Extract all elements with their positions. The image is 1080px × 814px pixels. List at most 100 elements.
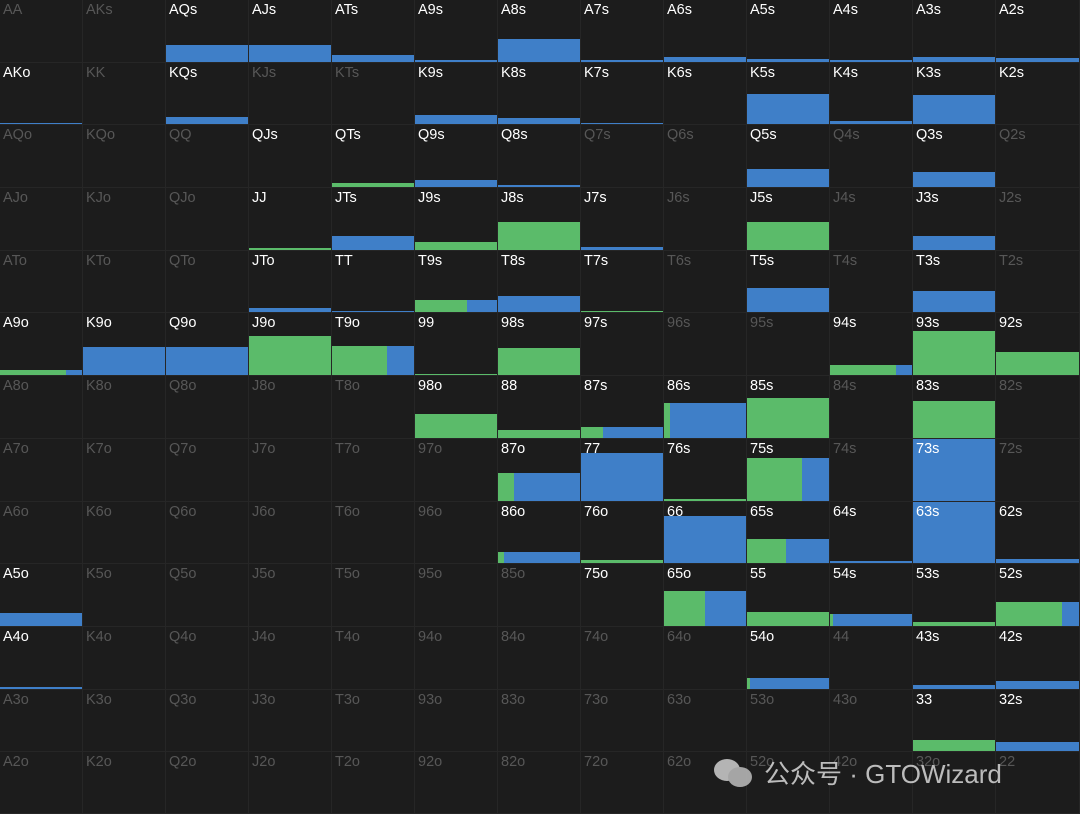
hand-cell-Q7s[interactable]: Q7s bbox=[581, 125, 664, 189]
hand-cell-82s[interactable]: 82s bbox=[996, 376, 1080, 439]
hand-cell-JTs[interactable]: JTs bbox=[332, 188, 415, 251]
hand-cell-T5s[interactable]: T5s bbox=[747, 250, 830, 314]
hand-cell-ATs[interactable]: ATs bbox=[332, 0, 415, 63]
hand-cell-A6s[interactable]: A6s bbox=[664, 0, 747, 63]
hand-cell-86o[interactable]: 86o bbox=[498, 501, 581, 565]
hand-cell-32s[interactable]: 32s bbox=[996, 689, 1080, 753]
hand-cell-53o[interactable]: 53o bbox=[747, 689, 830, 753]
hand-cell-K3s[interactable]: K3s bbox=[913, 62, 996, 126]
hand-cell-A2o[interactable]: A2o bbox=[0, 752, 83, 814]
hand-cell-Q8o[interactable]: Q8o bbox=[166, 376, 249, 439]
hand-cell-86s[interactable]: 86s bbox=[664, 376, 747, 439]
hand-cell-T7o[interactable]: T7o bbox=[332, 438, 415, 502]
hand-cell-62s[interactable]: 62s bbox=[996, 501, 1080, 565]
hand-cell-J7o[interactable]: J7o bbox=[249, 438, 332, 502]
hand-cell-73o[interactable]: 73o bbox=[581, 689, 664, 753]
hand-cell-A5o[interactable]: A5o bbox=[0, 564, 83, 627]
hand-cell-83o[interactable]: 83o bbox=[498, 689, 581, 753]
hand-cell-K9o[interactable]: K9o bbox=[83, 313, 166, 377]
hand-cell-J7s[interactable]: J7s bbox=[581, 188, 664, 251]
hand-cell-33[interactable]: 33 bbox=[913, 689, 996, 753]
hand-cell-T9s[interactable]: T9s bbox=[415, 250, 498, 314]
hand-cell-T3o[interactable]: T3o bbox=[332, 689, 415, 753]
hand-cell-KJo[interactable]: KJo bbox=[83, 188, 166, 251]
hand-cell-K4o[interactable]: K4o bbox=[83, 626, 166, 690]
hand-cell-32o[interactable]: 32o bbox=[913, 752, 996, 814]
hand-cell-Q6o[interactable]: Q6o bbox=[166, 501, 249, 565]
hand-cell-98s[interactable]: 98s bbox=[498, 313, 581, 377]
hand-cell-AQs[interactable]: AQs bbox=[166, 0, 249, 63]
hand-cell-KK[interactable]: KK bbox=[83, 62, 166, 126]
hand-cell-A7o[interactable]: A7o bbox=[0, 438, 83, 502]
hand-cell-KQs[interactable]: KQs bbox=[166, 62, 249, 126]
hand-cell-T2o[interactable]: T2o bbox=[332, 752, 415, 814]
hand-cell-Q4s[interactable]: Q4s bbox=[830, 125, 913, 189]
hand-cell-K7s[interactable]: K7s bbox=[581, 62, 664, 126]
hand-cell-J3o[interactable]: J3o bbox=[249, 689, 332, 753]
hand-cell-64s[interactable]: 64s bbox=[830, 501, 913, 565]
hand-cell-J9s[interactable]: J9s bbox=[415, 188, 498, 251]
hand-cell-63o[interactable]: 63o bbox=[664, 689, 747, 753]
hand-cell-AJs[interactable]: AJs bbox=[249, 0, 332, 63]
hand-cell-53s[interactable]: 53s bbox=[913, 564, 996, 627]
hand-cell-JTo[interactable]: JTo bbox=[249, 250, 332, 314]
hand-cell-K6s[interactable]: K6s bbox=[664, 62, 747, 126]
hand-cell-J5s[interactable]: J5s bbox=[747, 188, 830, 251]
hand-cell-97o[interactable]: 97o bbox=[415, 438, 498, 502]
hand-cell-Q3s[interactable]: Q3s bbox=[913, 125, 996, 189]
hand-cell-76s[interactable]: 76s bbox=[664, 438, 747, 502]
hand-cell-96s[interactable]: 96s bbox=[664, 313, 747, 377]
hand-cell-J2o[interactable]: J2o bbox=[249, 752, 332, 814]
hand-cell-AKs[interactable]: AKs bbox=[83, 0, 166, 63]
hand-cell-T9o[interactable]: T9o bbox=[332, 313, 415, 377]
hand-cell-QJs[interactable]: QJs bbox=[249, 125, 332, 189]
hand-cell-T3s[interactable]: T3s bbox=[913, 250, 996, 314]
hand-cell-T8s[interactable]: T8s bbox=[498, 250, 581, 314]
hand-cell-63s[interactable]: 63s bbox=[913, 501, 996, 565]
hand-cell-85o[interactable]: 85o bbox=[498, 564, 581, 627]
hand-cell-52s[interactable]: 52s bbox=[996, 564, 1080, 627]
hand-cell-K2s[interactable]: K2s bbox=[996, 62, 1080, 126]
hand-cell-94s[interactable]: 94s bbox=[830, 313, 913, 377]
hand-cell-JJ[interactable]: JJ bbox=[249, 188, 332, 251]
hand-cell-54o[interactable]: 54o bbox=[747, 626, 830, 690]
hand-cell-65o[interactable]: 65o bbox=[664, 564, 747, 627]
hand-cell-95s[interactable]: 95s bbox=[747, 313, 830, 377]
hand-cell-K2o[interactable]: K2o bbox=[83, 752, 166, 814]
hand-cell-KJs[interactable]: KJs bbox=[249, 62, 332, 126]
hand-cell-83s[interactable]: 83s bbox=[913, 376, 996, 439]
hand-cell-A9o[interactable]: A9o bbox=[0, 313, 83, 377]
hand-cell-KTs[interactable]: KTs bbox=[332, 62, 415, 126]
hand-cell-84o[interactable]: 84o bbox=[498, 626, 581, 690]
hand-cell-A8o[interactable]: A8o bbox=[0, 376, 83, 439]
hand-cell-82o[interactable]: 82o bbox=[498, 752, 581, 814]
hand-cell-T6o[interactable]: T6o bbox=[332, 501, 415, 565]
hand-cell-97s[interactable]: 97s bbox=[581, 313, 664, 377]
hand-cell-T2s[interactable]: T2s bbox=[996, 250, 1080, 314]
hand-cell-TT[interactable]: TT bbox=[332, 250, 415, 314]
hand-cell-75s[interactable]: 75s bbox=[747, 438, 830, 502]
hand-cell-42s[interactable]: 42s bbox=[996, 626, 1080, 690]
hand-cell-J6o[interactable]: J6o bbox=[249, 501, 332, 565]
hand-cell-J5o[interactable]: J5o bbox=[249, 564, 332, 627]
hand-cell-54s[interactable]: 54s bbox=[830, 564, 913, 627]
hand-cell-ATo[interactable]: ATo bbox=[0, 250, 83, 314]
hand-cell-Q9o[interactable]: Q9o bbox=[166, 313, 249, 377]
hand-cell-Q8s[interactable]: Q8s bbox=[498, 125, 581, 189]
hand-cell-92o[interactable]: 92o bbox=[415, 752, 498, 814]
hand-cell-K9s[interactable]: K9s bbox=[415, 62, 498, 126]
hand-cell-Q2s[interactable]: Q2s bbox=[996, 125, 1080, 189]
hand-cell-K6o[interactable]: K6o bbox=[83, 501, 166, 565]
hand-cell-87s[interactable]: 87s bbox=[581, 376, 664, 439]
hand-cell-J4o[interactable]: J4o bbox=[249, 626, 332, 690]
hand-cell-T8o[interactable]: T8o bbox=[332, 376, 415, 439]
hand-cell-76o[interactable]: 76o bbox=[581, 501, 664, 565]
hand-cell-K5o[interactable]: K5o bbox=[83, 564, 166, 627]
hand-cell-93s[interactable]: 93s bbox=[913, 313, 996, 377]
hand-cell-75o[interactable]: 75o bbox=[581, 564, 664, 627]
hand-cell-QQ[interactable]: QQ bbox=[166, 125, 249, 189]
hand-cell-66[interactable]: 66 bbox=[664, 501, 747, 565]
hand-cell-KTo[interactable]: KTo bbox=[83, 250, 166, 314]
hand-cell-QTo[interactable]: QTo bbox=[166, 250, 249, 314]
hand-cell-AQo[interactable]: AQo bbox=[0, 125, 83, 189]
